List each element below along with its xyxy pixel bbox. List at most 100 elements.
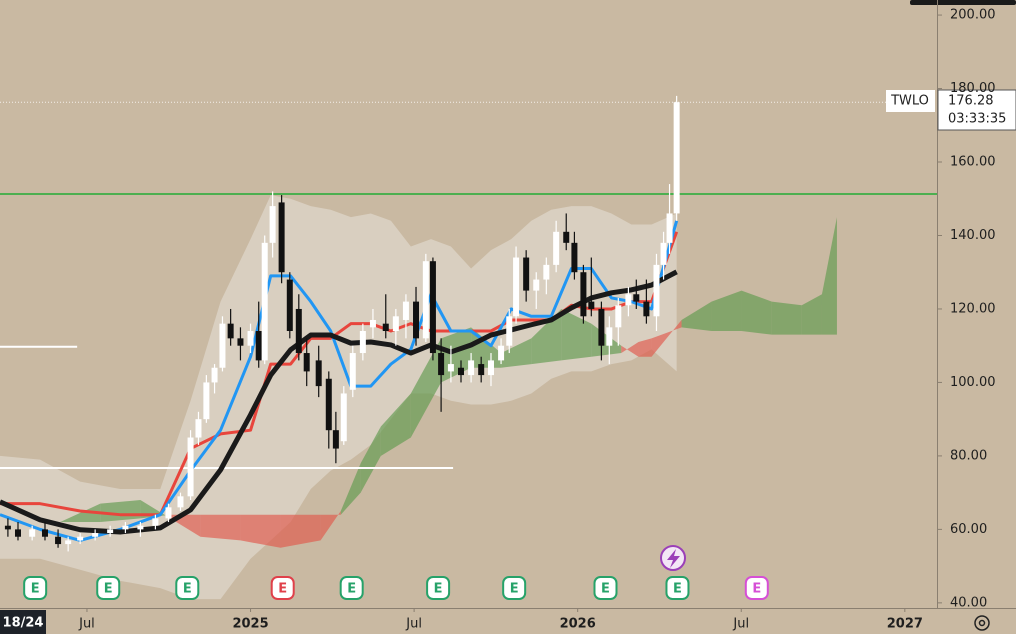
candle-body — [315, 360, 322, 387]
cloud-segment — [741, 290, 772, 335]
x-tick-label: 2025 — [232, 617, 268, 632]
candle-body — [653, 264, 660, 317]
y-tick-label: 100.00 — [950, 375, 996, 390]
candle-body — [203, 382, 210, 420]
date-badge-text: 18/24 — [3, 616, 44, 631]
cloud-segment — [280, 514, 321, 548]
y-tick-label: 40.00 — [950, 595, 987, 610]
candle-body — [152, 518, 159, 526]
candle-body — [402, 301, 409, 320]
countdown: 03:33:35 — [948, 112, 1006, 127]
cloud-segment — [410, 338, 442, 438]
candle-body — [413, 301, 420, 339]
candle-body — [349, 353, 356, 390]
candle-body — [247, 331, 254, 346]
candle-body — [498, 345, 505, 361]
candle-body — [533, 279, 540, 291]
cloud-segment — [320, 511, 341, 541]
cloud-segment — [200, 514, 241, 541]
candle-body — [615, 305, 622, 328]
earnings-badge — [502, 576, 527, 600]
x-tick-label: 2026 — [560, 617, 596, 632]
candle-body — [523, 257, 530, 291]
candle-body — [4, 525, 11, 530]
candle-body — [41, 529, 48, 537]
earnings-label: E — [31, 582, 40, 597]
candle-body — [447, 364, 454, 372]
price-badge: 176.28 03:33:35 — [937, 89, 1016, 131]
candle-body — [598, 308, 605, 346]
candle-body — [237, 338, 244, 346]
date-badge: 18/24 — [0, 610, 46, 634]
cloud-segment — [501, 338, 532, 368]
y-tick-label: 80.00 — [950, 448, 987, 463]
earnings-badge — [426, 576, 451, 600]
y-tick-label: 160.00 — [950, 155, 996, 170]
cloud-segment — [531, 308, 562, 365]
candle-body — [506, 316, 513, 346]
cloud-segment — [711, 290, 742, 332]
earnings-label: E — [752, 582, 761, 597]
earnings-label: E — [183, 582, 192, 597]
settings-button[interactable] — [974, 615, 990, 631]
candle-body — [211, 367, 218, 383]
candle-body — [359, 331, 366, 354]
settings-icon[interactable] — [974, 615, 990, 631]
candle-body — [643, 301, 650, 317]
earnings-badge — [593, 576, 618, 600]
candle-body — [187, 437, 194, 497]
time-axis — [0, 608, 1016, 634]
indicator-line — [0, 269, 678, 535]
candle-body — [65, 540, 72, 545]
indicator-line — [0, 220, 679, 542]
candle-body — [478, 364, 485, 376]
candle-body — [422, 261, 429, 339]
candle-body — [303, 353, 310, 372]
cloud-segment — [821, 217, 837, 335]
candle-body — [286, 279, 293, 332]
earnings-badge — [270, 576, 295, 600]
symbol-box — [886, 90, 935, 112]
last-price: 176.28 — [948, 94, 994, 109]
candle-body — [468, 360, 475, 376]
x-tick-label: Jul — [405, 617, 422, 632]
earnings-badge — [175, 576, 200, 600]
earnings-badge — [339, 576, 364, 600]
y-tick-label: 180.00 — [950, 81, 996, 96]
candle-body — [122, 525, 129, 530]
candle-body — [195, 419, 202, 438]
candle-body — [219, 323, 226, 368]
candle-body — [369, 319, 376, 328]
candle-body — [563, 231, 570, 243]
candle-body — [227, 323, 234, 339]
price-badge-box — [937, 89, 1016, 131]
candle-body — [14, 529, 21, 537]
candle-body — [588, 301, 595, 309]
candle-body — [392, 316, 399, 332]
candle-body — [165, 507, 172, 519]
candle-body — [625, 294, 632, 306]
candle-body — [429, 261, 436, 354]
cloud-segment — [60, 503, 101, 523]
candle-body — [92, 533, 99, 537]
y-tick-label: 60.00 — [950, 522, 987, 537]
candle-body — [660, 242, 667, 265]
earnings-label: E — [434, 582, 443, 597]
cloud-segment — [360, 426, 381, 493]
candle-body — [382, 323, 389, 332]
cloud-segment — [638, 338, 652, 357]
date-badge-box — [0, 610, 46, 634]
candle-body — [269, 206, 276, 243]
lightning-bolt — [667, 549, 680, 568]
candle-body — [295, 308, 302, 354]
earnings-label: E — [104, 582, 113, 597]
candle-body — [633, 294, 640, 302]
candle-body — [673, 102, 680, 214]
settings-icon-core[interactable] — [978, 619, 986, 627]
candle-body — [332, 430, 339, 449]
x-tick-label: Jul — [732, 617, 749, 632]
candle-body — [458, 367, 465, 376]
candle-body — [438, 353, 445, 376]
